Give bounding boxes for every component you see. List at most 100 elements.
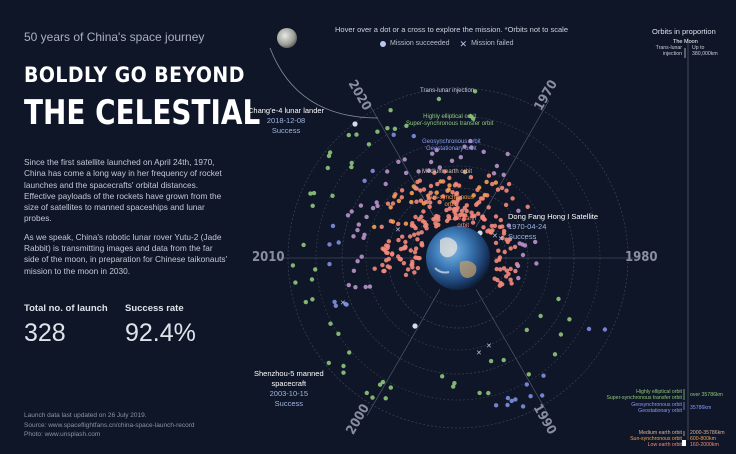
- mission-dot[interactable]: [434, 190, 439, 195]
- mission-dot[interactable]: [468, 114, 473, 119]
- mission-dot[interactable]: [420, 219, 426, 224]
- mission-dot[interactable]: [326, 153, 332, 159]
- mission-dot[interactable]: [552, 352, 558, 357]
- mission-dot[interactable]: [418, 198, 424, 203]
- mission-dot[interactable]: [440, 374, 445, 379]
- mission-dot[interactable]: [505, 402, 510, 408]
- mission-dot[interactable]: [520, 252, 526, 258]
- mission-dot[interactable]: [510, 196, 515, 201]
- mission-dot[interactable]: [513, 397, 518, 402]
- mission-dot[interactable]: [458, 155, 463, 160]
- mission-dot[interactable]: [481, 149, 486, 154]
- mission-dot[interactable]: [481, 217, 487, 222]
- mission-dot[interactable]: [363, 284, 368, 290]
- mission-dot[interactable]: [388, 205, 393, 210]
- mission-dot[interactable]: [407, 234, 413, 239]
- mission-dot[interactable]: [396, 221, 401, 227]
- mission-dot[interactable]: [412, 270, 417, 275]
- mission-dot[interactable]: [346, 282, 351, 288]
- mission-dot[interactable]: [508, 277, 513, 282]
- mission-dot[interactable]: [336, 240, 341, 245]
- mission-dot[interactable]: [462, 144, 467, 149]
- mission-dot[interactable]: [419, 230, 424, 235]
- mission-dot[interactable]: [538, 313, 543, 319]
- mission-dot[interactable]: [416, 169, 421, 174]
- mission-dot[interactable]: [524, 327, 529, 333]
- mission-dot[interactable]: [389, 252, 395, 257]
- mission-dot[interactable]: [513, 268, 518, 274]
- mission-dot[interactable]: [399, 195, 404, 200]
- mission-dot[interactable]: [421, 209, 426, 214]
- mission-dot[interactable]: [494, 266, 499, 272]
- mission-dot[interactable]: [412, 250, 418, 255]
- mission-dot[interactable]: [403, 170, 409, 176]
- mission-dot[interactable]: [558, 332, 564, 337]
- mission-dot[interactable]: [432, 170, 437, 175]
- mission-dot[interactable]: [520, 242, 525, 247]
- mission-dot[interactable]: [364, 214, 369, 220]
- mission-dot[interactable]: [426, 168, 432, 173]
- mission-dot[interactable]: [444, 218, 450, 224]
- mission-dot[interactable]: [541, 373, 546, 378]
- mission-dot[interactable]: [498, 217, 503, 223]
- mission-dot[interactable]: [399, 188, 405, 193]
- mission-dot[interactable]: [452, 381, 457, 386]
- mission-dot[interactable]: [503, 202, 509, 208]
- mission-dot[interactable]: [459, 208, 465, 214]
- mission-dot[interactable]: [500, 282, 505, 287]
- mission-dot[interactable]: [500, 224, 505, 229]
- mission-dot[interactable]: [534, 261, 539, 266]
- mission-dot[interactable]: [470, 214, 475, 219]
- mission-dot[interactable]: [377, 382, 383, 387]
- mission-dot[interactable]: [327, 242, 332, 247]
- mission-dot[interactable]: [403, 272, 409, 278]
- mission-dot[interactable]: [313, 267, 318, 272]
- mission-dot[interactable]: [488, 358, 494, 364]
- mission-dot[interactable]: [447, 183, 452, 188]
- mission-dot[interactable]: [424, 222, 429, 228]
- mission-dot[interactable]: [385, 126, 390, 131]
- mission-dot[interactable]: [533, 239, 538, 245]
- mission-dot[interactable]: [462, 169, 468, 175]
- mission-dot[interactable]: [416, 231, 421, 236]
- mission-dot[interactable]: [520, 404, 526, 409]
- mission-dot[interactable]: [480, 196, 485, 201]
- mission-dot[interactable]: [349, 160, 354, 166]
- mission-dot[interactable]: [446, 214, 451, 219]
- mission-dot[interactable]: [491, 171, 497, 176]
- mission-dot[interactable]: [408, 248, 413, 253]
- mission-dot[interactable]: [497, 255, 503, 260]
- mission-dot[interactable]: [355, 259, 360, 264]
- mission-dot[interactable]: [468, 175, 474, 180]
- mission-dot[interactable]: [504, 268, 510, 273]
- mission-dot[interactable]: [453, 181, 459, 187]
- mission-dot[interactable]: [330, 193, 335, 198]
- mission-dot[interactable]: [398, 246, 404, 252]
- mission-dot[interactable]: [345, 213, 351, 218]
- mission-dot[interactable]: [396, 159, 401, 164]
- mission-dot[interactable]: [432, 195, 437, 200]
- mission-dot[interactable]: [504, 188, 509, 193]
- mission-dot[interactable]: [396, 237, 401, 243]
- mission-dot[interactable]: [469, 145, 474, 150]
- mission-dot[interactable]: [375, 203, 380, 209]
- mission-dot[interactable]: [447, 175, 452, 181]
- mission-dot[interactable]: [341, 370, 346, 375]
- mission-dot[interactable]: [421, 187, 427, 192]
- mission-dot[interactable]: [375, 129, 380, 134]
- mission-dot[interactable]: [308, 191, 313, 196]
- mission-failed-cross[interactable]: ✕: [476, 349, 482, 357]
- mission-dot[interactable]: [501, 266, 507, 271]
- mission-dot[interactable]: [507, 237, 513, 242]
- mission-dot[interactable]: [396, 198, 402, 204]
- mission-dot[interactable]: [333, 303, 338, 308]
- mission-dot[interactable]: [310, 203, 315, 208]
- mission-dot[interactable]: [415, 237, 420, 242]
- mission-dot[interactable]: [524, 382, 529, 387]
- mission-dot[interactable]: [430, 151, 435, 156]
- mission-dot[interactable]: [426, 193, 431, 198]
- mission-dot[interactable]: [496, 248, 501, 253]
- mission-dot[interactable]: [449, 158, 455, 163]
- mission-dot[interactable]: [386, 256, 391, 262]
- mission-failed-cross[interactable]: ✕: [498, 235, 504, 243]
